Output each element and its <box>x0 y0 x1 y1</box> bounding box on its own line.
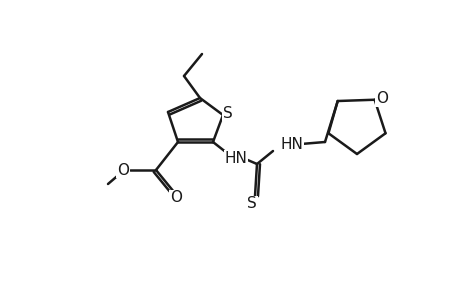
Text: O: O <box>375 91 387 106</box>
Text: HN: HN <box>224 151 247 166</box>
Text: S: S <box>223 106 232 121</box>
Text: O: O <box>170 190 182 206</box>
Text: S: S <box>246 196 256 211</box>
Text: HN: HN <box>280 136 303 152</box>
Text: O: O <box>117 163 129 178</box>
